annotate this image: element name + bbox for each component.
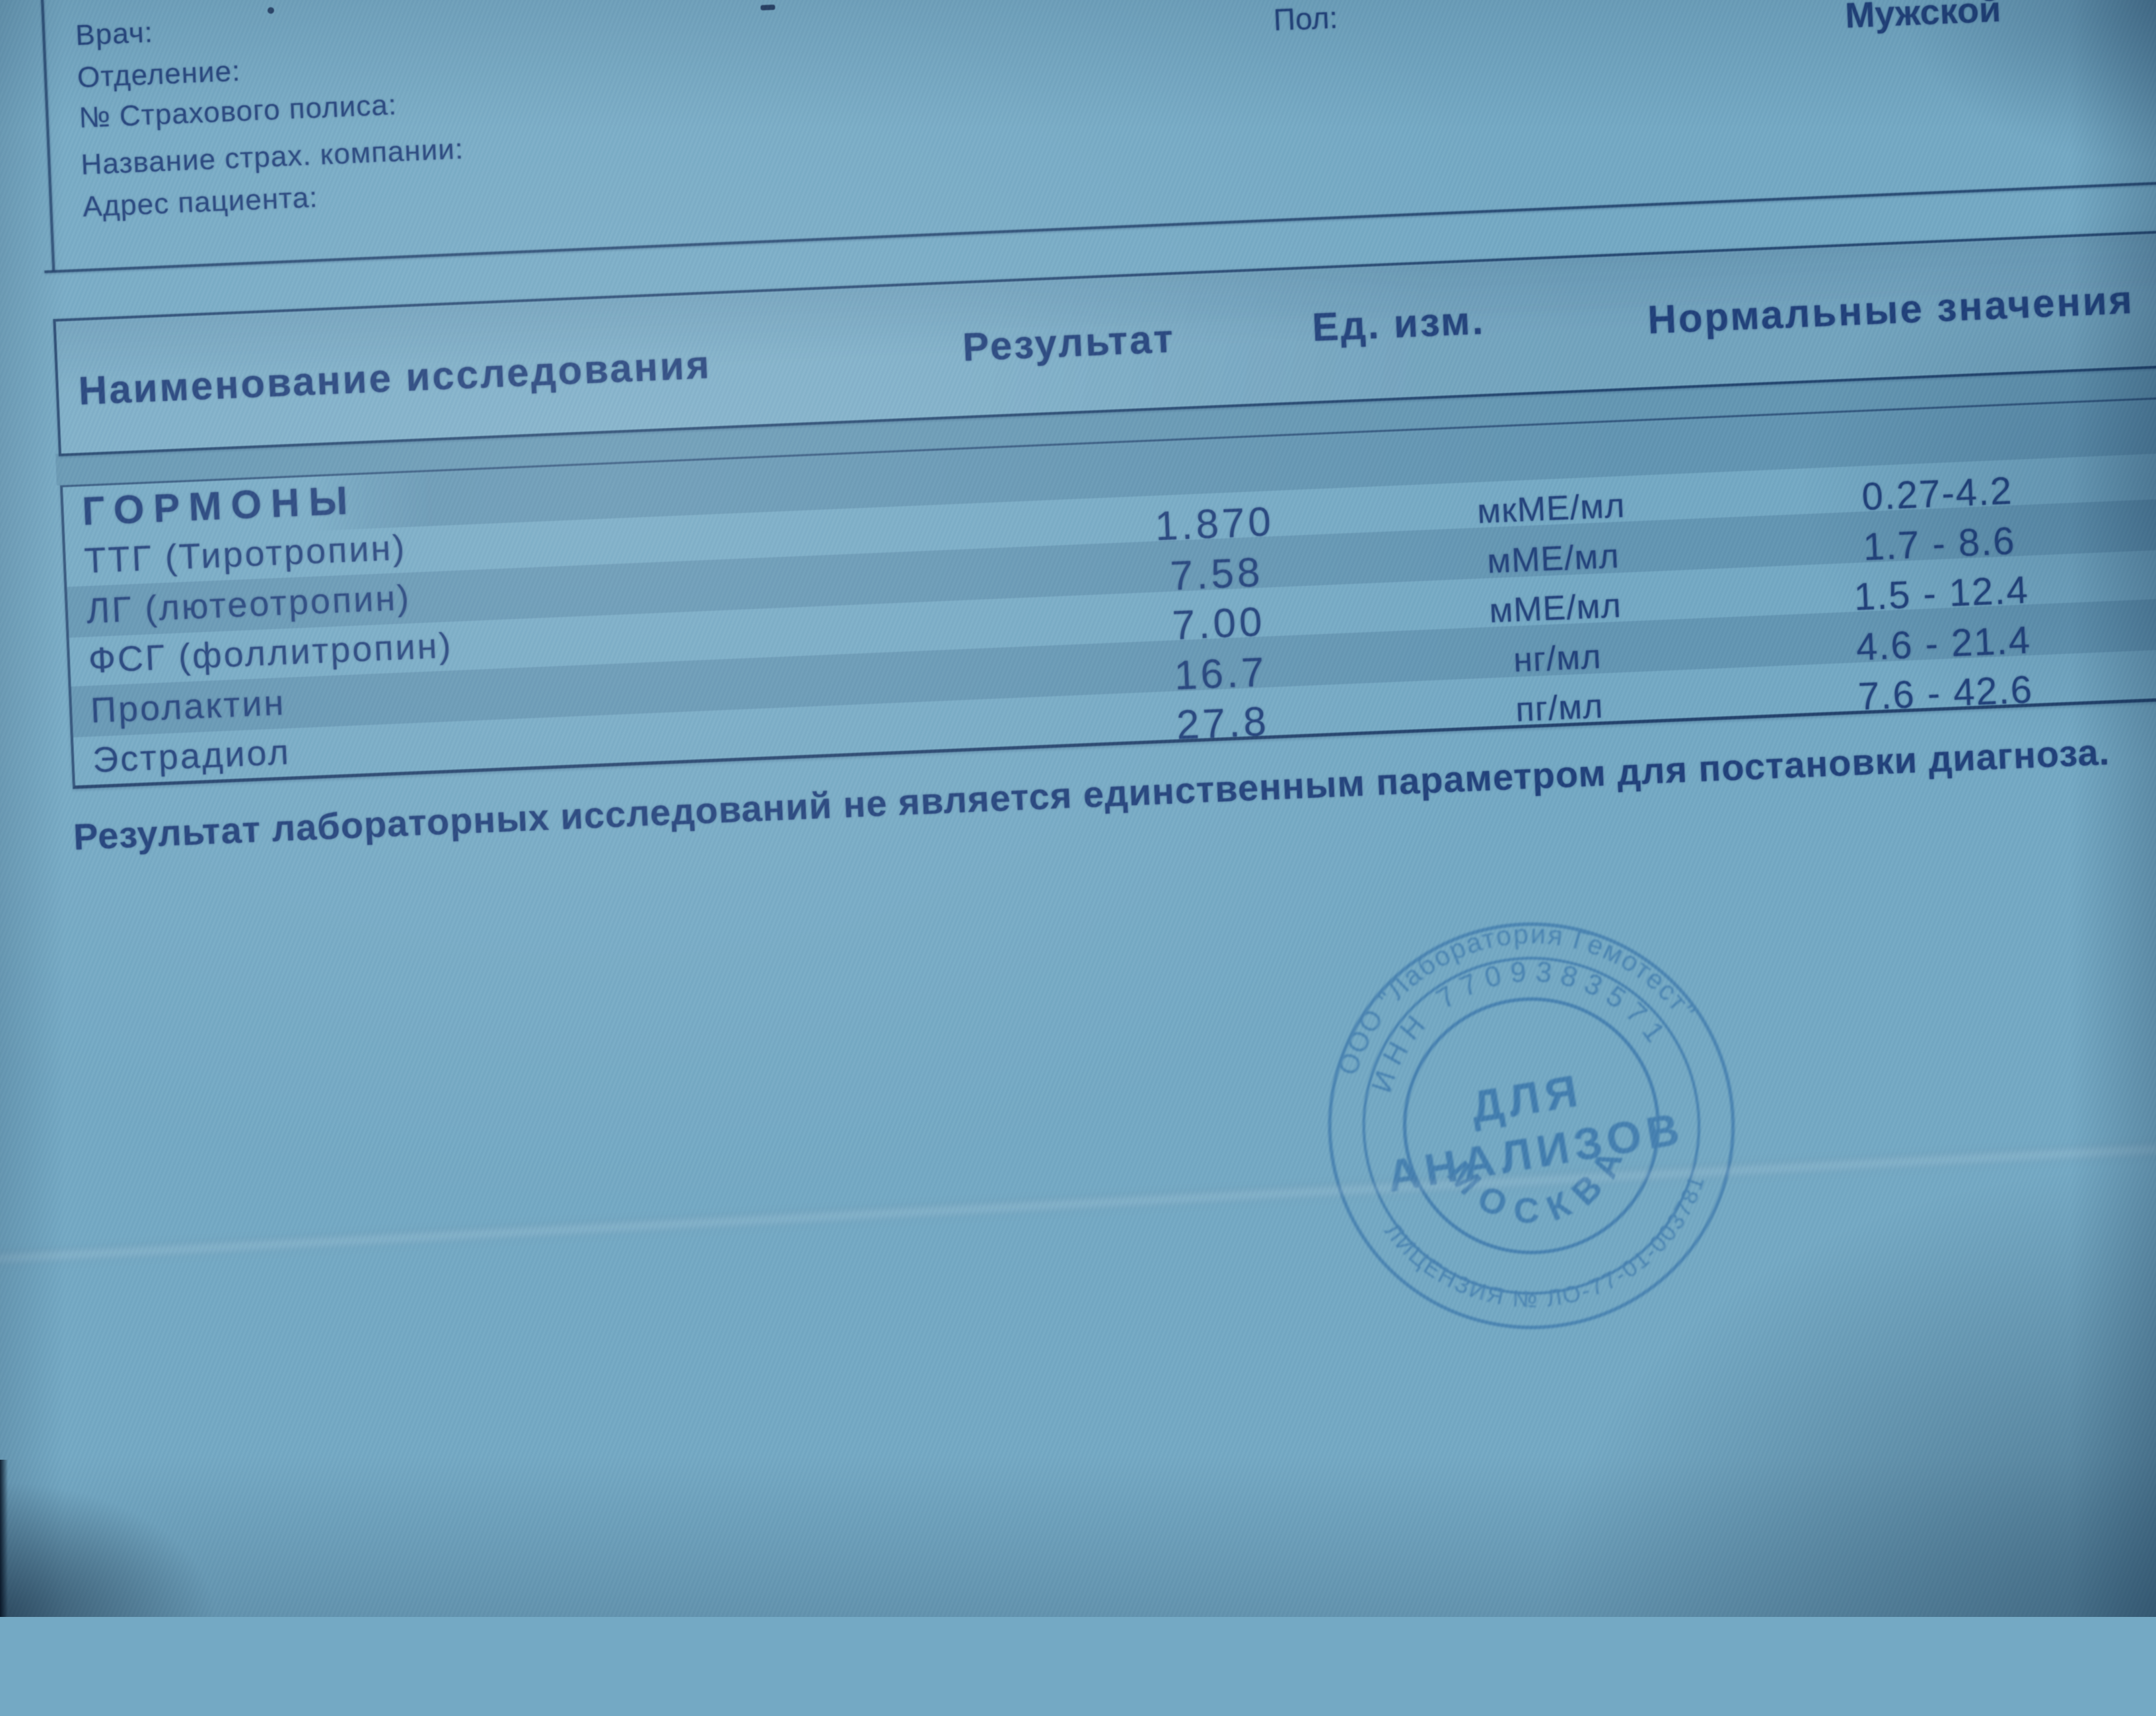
column-header-result: Результат <box>961 316 1176 370</box>
department-label: Отделение: <box>77 54 242 94</box>
column-header-unit: Ед. изм. <box>1311 298 1486 350</box>
gender-value: Мужской <box>1844 0 2002 36</box>
unit-cell: пг/мл <box>1515 687 1604 729</box>
column-header-name: Наименование исследования <box>77 342 712 413</box>
info-box-left-border <box>40 0 55 272</box>
analyte-name-cell: ЛГ (лютеотропин) <box>85 577 412 631</box>
patient-address-label: Адрес пациента: <box>82 181 319 224</box>
gender-label: Пол: <box>1272 0 1339 38</box>
analyte-name-cell: ТТГ (Тиротропин) <box>83 527 408 581</box>
doctor-label: Врач: <box>75 16 154 52</box>
insurance-company-label: Название страх. компании: <box>80 132 464 182</box>
ink-dash-artifact <box>760 4 775 11</box>
lab-report-photo: { "patient_info": { "labels": ["Врач:", … <box>0 0 2156 1617</box>
stamp-graphic: ООО "Лаборатория Гемотест" ИНН 770938357… <box>1312 891 1735 1338</box>
lab-round-stamp: ООО "Лаборатория Гемотест" ИНН 770938357… <box>1281 875 1782 1376</box>
analyte-name-cell: Пролактин <box>89 682 287 731</box>
column-header-normal: Нормальные значения <box>1647 277 2135 342</box>
analyte-name-cell: Эстрадиол <box>92 732 291 781</box>
normal-range-cell: 7.6 - 42.6 <box>1857 668 2034 719</box>
photo-edge-shadow <box>0 1460 8 1617</box>
ink-dot-artifact <box>267 7 275 15</box>
insurance-number-label: № Страхового полиса: <box>78 88 398 135</box>
result-cell: 27.8 <box>1175 699 1271 748</box>
